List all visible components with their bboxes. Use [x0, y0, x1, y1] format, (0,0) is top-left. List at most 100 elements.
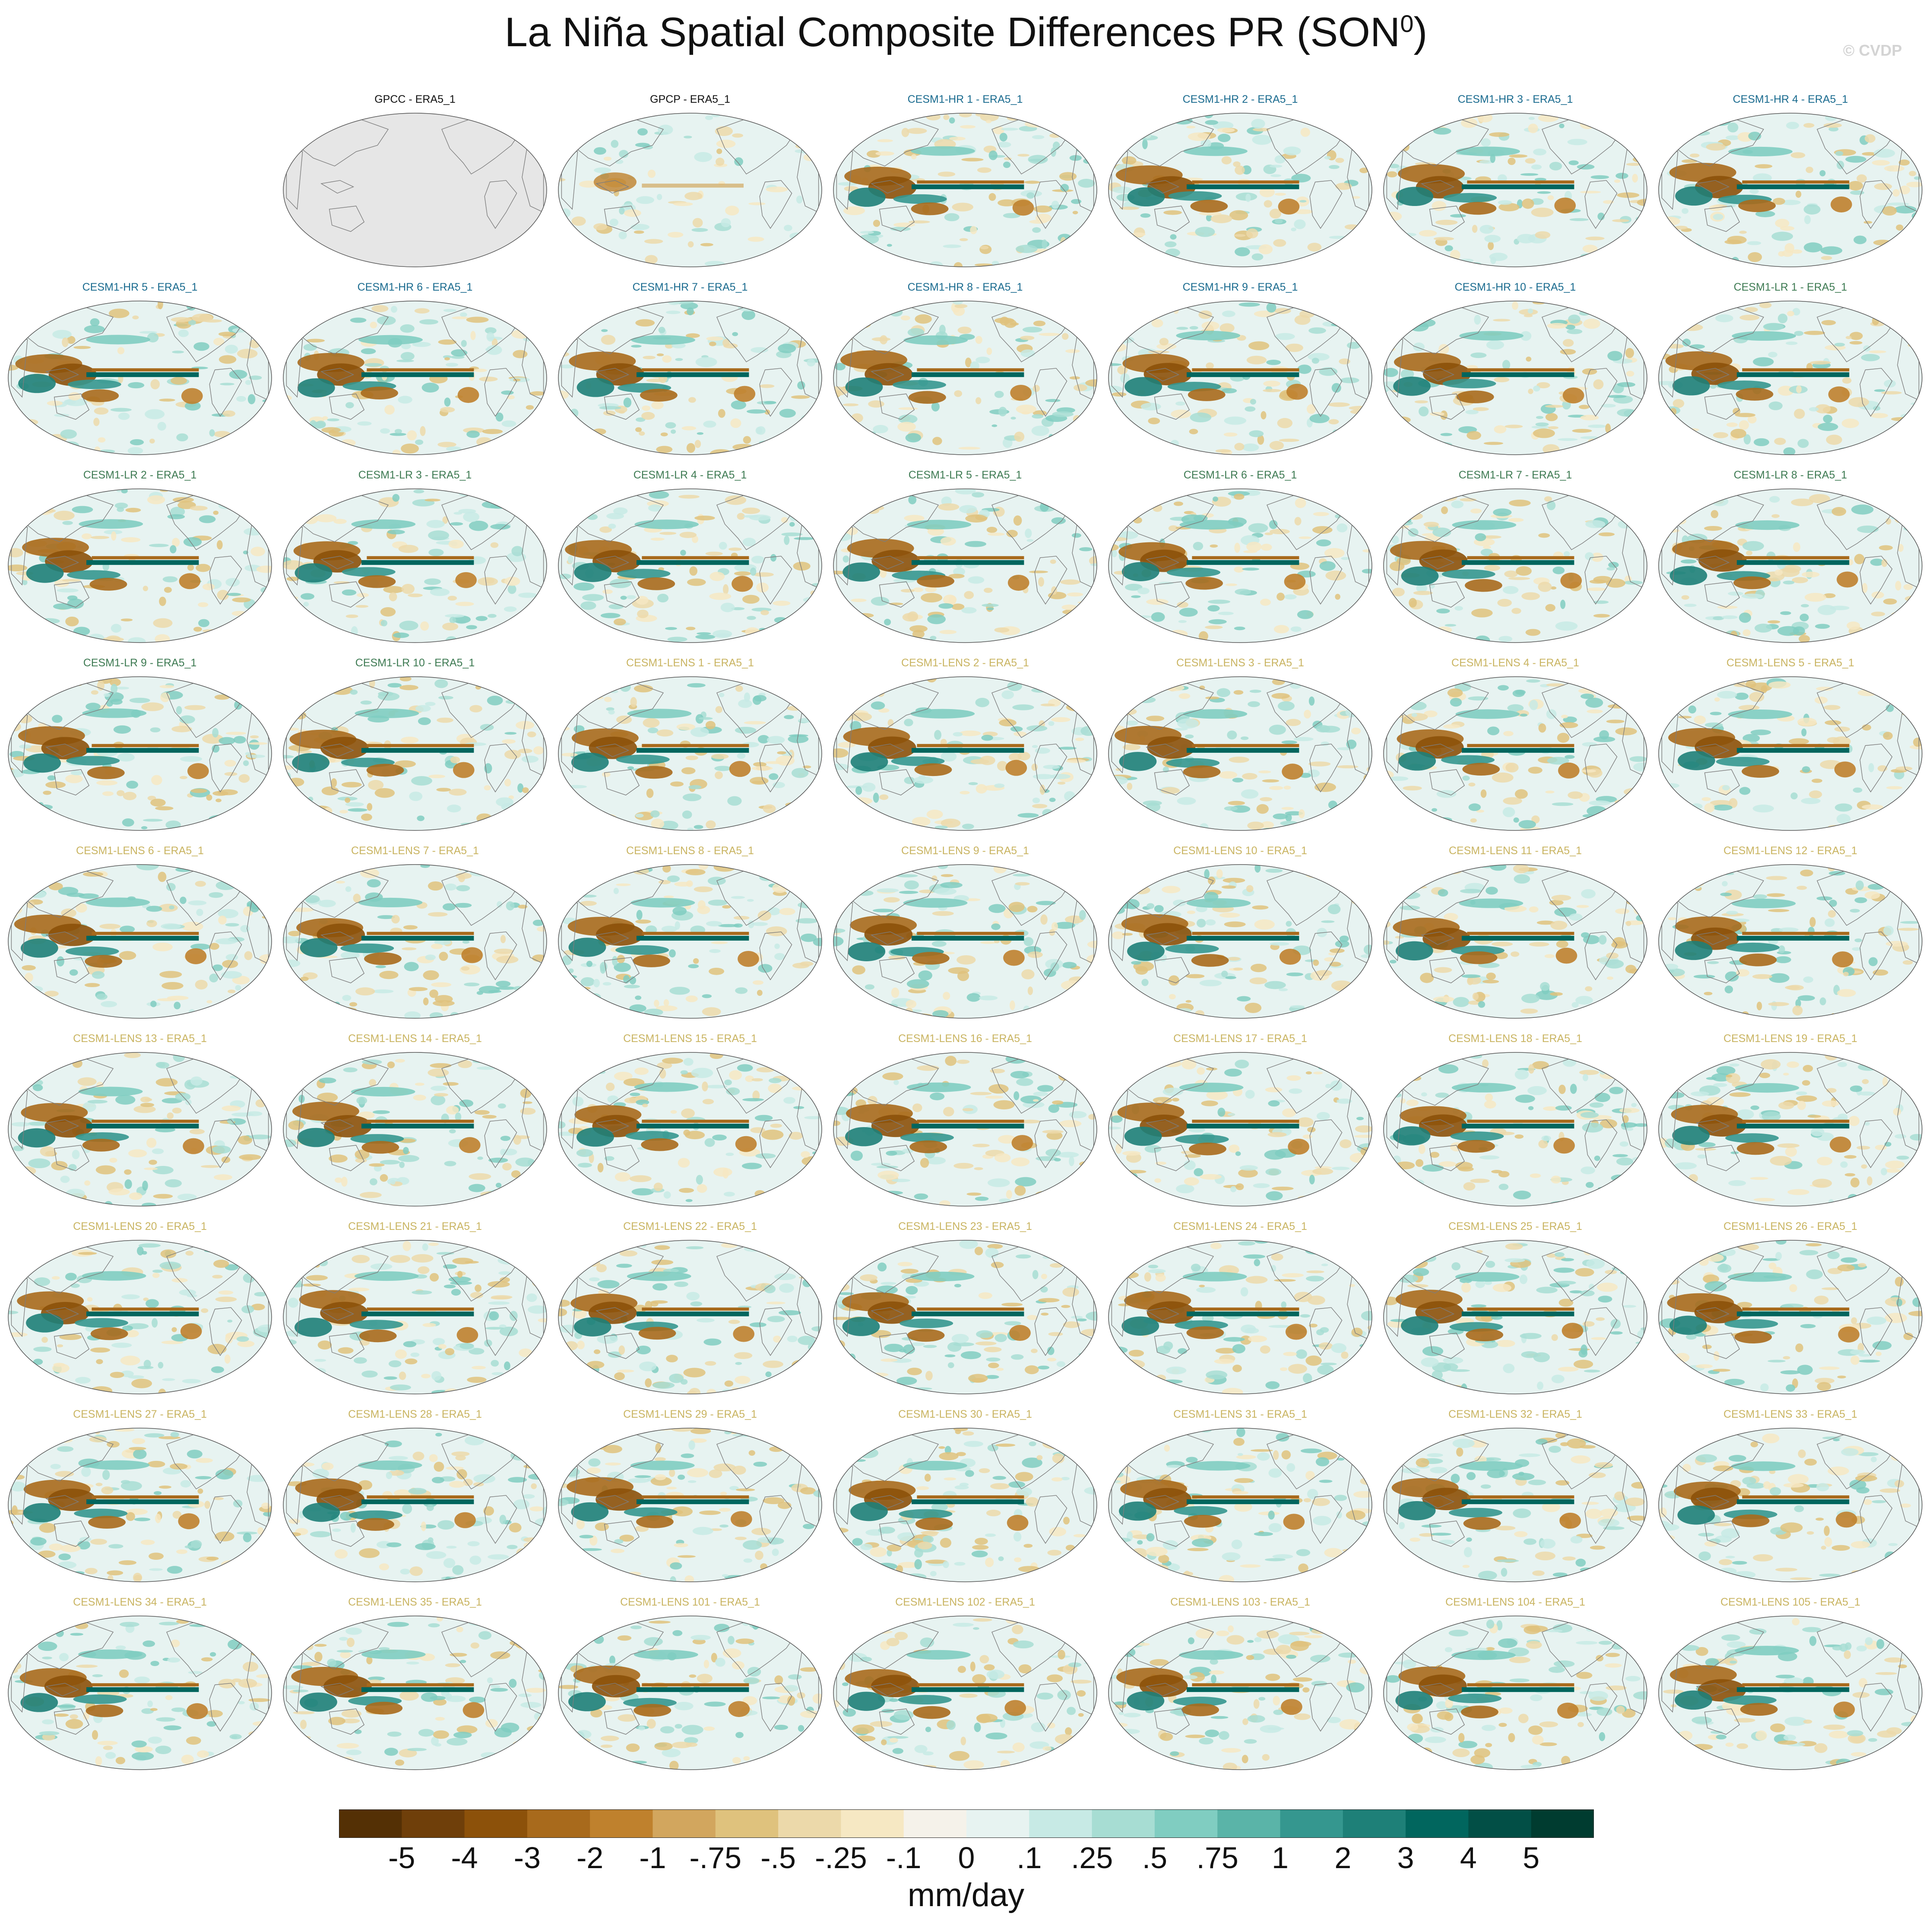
anomaly-cell: [1433, 996, 1454, 1002]
anomaly-cell: [521, 755, 539, 763]
anomaly-cell: [1871, 591, 1884, 599]
anomaly-cell: [900, 589, 915, 592]
anomaly-cell: [1494, 425, 1507, 434]
anomaly-cell: [697, 632, 711, 635]
map-border: [283, 864, 547, 1019]
coastline: [329, 1145, 365, 1171]
anomaly-cell: [90, 318, 100, 326]
anomaly-cell: [1017, 813, 1039, 818]
anomaly-cell: [431, 1086, 447, 1091]
map-border: [1658, 676, 1922, 831]
anomaly-cell: [87, 1099, 108, 1104]
anomaly-cell: [1742, 593, 1763, 599]
anomaly-cell: [800, 231, 822, 242]
anomaly-cell: [1528, 389, 1533, 394]
anomaly-cell: [727, 796, 742, 806]
anomaly-cell: [1417, 629, 1435, 637]
anomaly-cell: [644, 1008, 663, 1016]
anomaly-cell: [1735, 413, 1756, 417]
anomaly-cell: [835, 333, 849, 338]
anomaly-cell: [1782, 250, 1793, 257]
anomaly-cell: [1498, 636, 1513, 642]
anomaly-cell: [1283, 786, 1291, 790]
anomaly-cell: [1694, 113, 1704, 118]
anomaly-cell: [228, 443, 242, 450]
anomaly-cell: [1714, 697, 1720, 702]
anomaly-cell: [1286, 719, 1301, 726]
anomaly-cell: [238, 1005, 257, 1009]
anomaly-cell: [501, 390, 514, 395]
anomaly-cell: [1619, 695, 1626, 698]
anomaly-cell: [300, 976, 309, 981]
anomaly-cell: [515, 1007, 536, 1011]
anomaly-cell: [1015, 301, 1033, 307]
anomaly-cell: [1081, 996, 1097, 1002]
anomaly-cell: [1389, 489, 1406, 494]
anomaly-cell: [1497, 599, 1512, 607]
map-border: [8, 301, 272, 455]
anomaly-cell: [1352, 196, 1360, 199]
anomaly-cell: [357, 421, 372, 426]
anomaly-cell: [245, 752, 251, 756]
anomaly-cell: [400, 352, 415, 361]
anomaly-cell: [82, 1102, 96, 1112]
anomaly-region: [845, 377, 883, 397]
anomaly-cell: [722, 584, 729, 595]
anomaly-cell: [572, 680, 588, 685]
anomaly-cell: [1262, 779, 1280, 782]
anomaly-cell: [709, 949, 721, 953]
anomaly-cell: [751, 555, 765, 564]
anomaly-cell: [656, 729, 674, 737]
anomaly-region: [1675, 941, 1713, 960]
anomaly-cell: [149, 1159, 157, 1165]
anomaly-cell: [1511, 608, 1521, 614]
anomaly-cell: [114, 503, 128, 509]
anomaly-cell: [795, 807, 805, 813]
anomaly-cell: [982, 603, 999, 607]
anomaly-cell: [619, 207, 625, 215]
anomaly-cell: [1617, 382, 1635, 387]
anomaly-cell: [1879, 503, 1890, 509]
anomaly-cell: [67, 490, 80, 496]
anomaly-cell: [283, 684, 295, 694]
anomaly-cell: [283, 529, 287, 533]
anomaly-cell: [233, 736, 246, 744]
anomaly-cell: [92, 971, 105, 979]
anomaly-cell: [1538, 723, 1546, 733]
anomaly-cell: [1527, 308, 1533, 314]
anomaly-cell: [1004, 157, 1012, 161]
anomaly-region: [914, 763, 952, 776]
anomaly-cell: [805, 989, 819, 996]
map-panel: CESM1-LENS 1 - ERA5_1: [556, 656, 824, 833]
coastline: [595, 931, 630, 945]
anomaly-cell: [570, 252, 578, 257]
anomaly-cell: [834, 363, 846, 371]
anomaly-cell: [1386, 881, 1395, 884]
anomaly-cell: [224, 760, 236, 767]
anomaly-cell: [1470, 508, 1482, 513]
coastline: [1859, 931, 1893, 981]
anomaly-cell: [1062, 962, 1077, 969]
anomaly-region: [183, 1138, 204, 1154]
anomaly-cell: [1874, 183, 1892, 190]
anomaly-cell: [938, 603, 953, 609]
anomaly-cell: [602, 814, 617, 822]
anomaly-cell: [257, 491, 272, 494]
anomaly-cell: [1803, 123, 1815, 128]
anomaly-cell: [538, 888, 547, 897]
coastline: [879, 957, 915, 983]
anomaly-cell: [252, 871, 260, 876]
anomaly-region: [633, 954, 670, 967]
anomaly-cell: [1513, 865, 1530, 874]
anomaly-cell: [1560, 349, 1576, 355]
anomaly-region: [1166, 758, 1220, 768]
anomaly-cell: [11, 1122, 31, 1127]
anomaly-cell: [706, 336, 724, 341]
anomaly-cell: [195, 979, 208, 990]
anomaly-cell: [559, 1079, 576, 1086]
anomaly-cell: [1790, 792, 1798, 800]
anomaly-cell: [1168, 525, 1178, 532]
anomaly-cell: [783, 1052, 801, 1055]
map-panel: CESM1-LENS 8 - ERA5_1: [556, 844, 824, 1021]
coastline: [871, 556, 905, 570]
